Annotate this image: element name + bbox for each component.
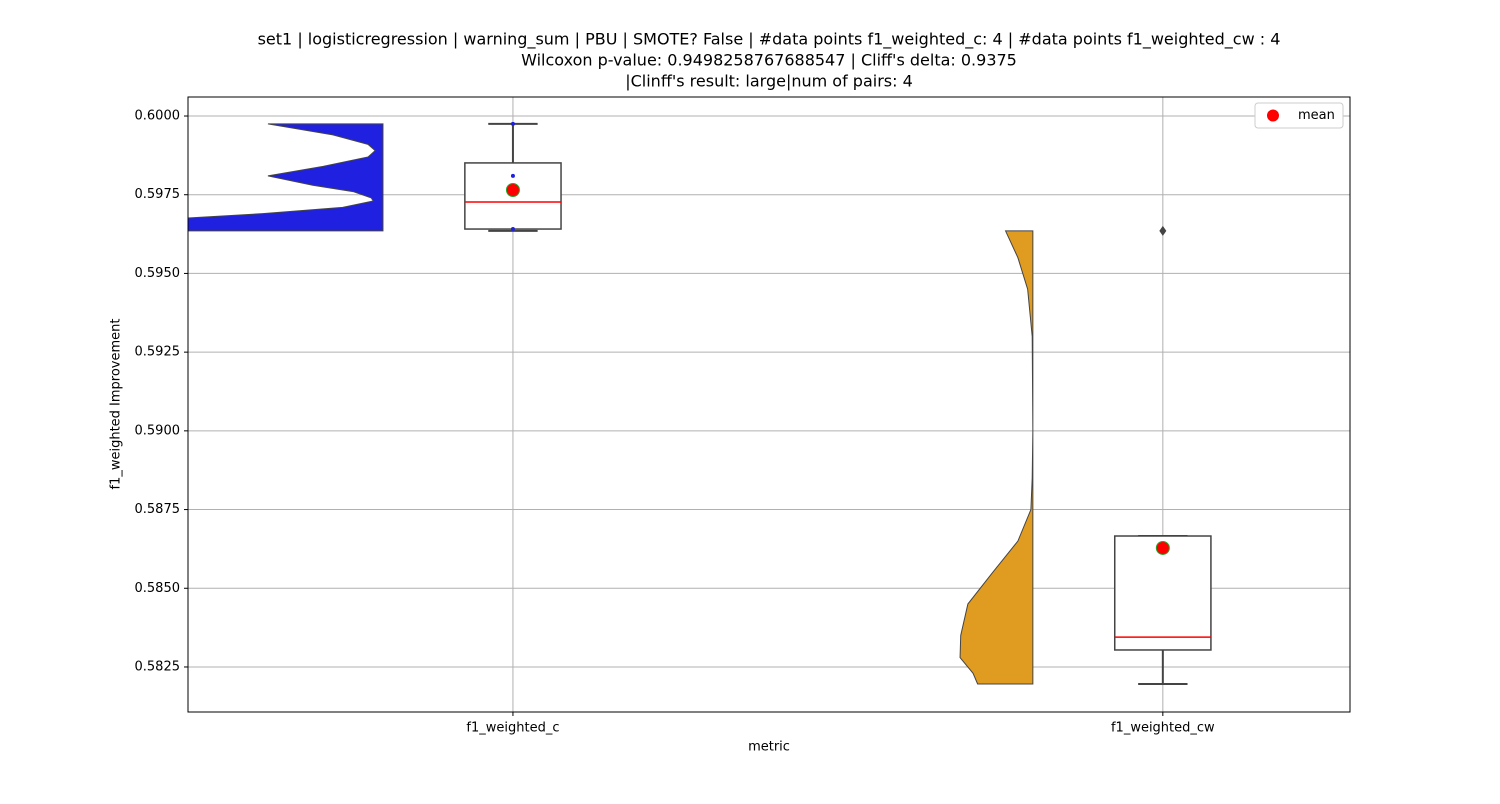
violin (188, 123, 384, 232)
legend-label: mean (1298, 108, 1335, 123)
x-axis-label: metric (748, 740, 790, 755)
chart-subtitle: |Clinff's result: large|num of pairs: 4 (625, 72, 913, 91)
box (1113, 535, 1212, 651)
chart-subtitle: Wilcoxon p-value: 0.9498258767688547 | C… (521, 51, 1017, 70)
x-tick-label: f1_weighted_cw (1111, 721, 1215, 736)
chart-title: set1 | logisticregression | warning_sum … (258, 30, 1281, 50)
y-tick-label: 0.5925 (135, 345, 181, 360)
legend-marker (1267, 109, 1279, 122)
mean-marker (1155, 540, 1170, 555)
plot-area (188, 97, 1350, 712)
y-tick-label: 0.6000 (135, 109, 181, 124)
x-tick-label: f1_weighted_c (466, 721, 559, 736)
y-tick-label: 0.5825 (135, 659, 181, 674)
outlier (1159, 225, 1167, 236)
y-tick-label: 0.5850 (135, 581, 181, 596)
y-tick-label: 0.5900 (135, 423, 181, 438)
strip-point (510, 227, 515, 232)
strip-point (510, 121, 515, 126)
strip-point (510, 173, 515, 178)
y-tick-label: 0.5950 (135, 266, 181, 281)
mean-marker (505, 183, 520, 198)
y-tick-label: 0.5875 (135, 502, 181, 517)
y-tick-label: 0.5975 (135, 187, 181, 202)
legend-box (1254, 102, 1344, 129)
violin (959, 230, 1034, 685)
overlay: mean (187, 96, 1351, 713)
plot-frame (187, 96, 1351, 713)
y-axis-label: f1_weighted Improvement (109, 318, 124, 489)
